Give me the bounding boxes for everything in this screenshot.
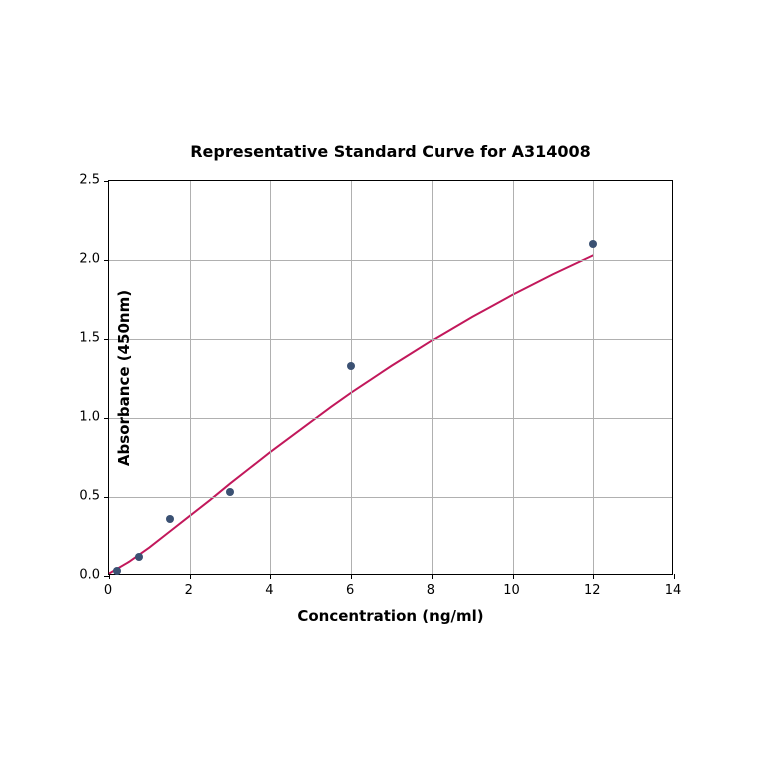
y-tick-mark [104,576,109,577]
y-tick-mark [104,339,109,340]
y-tick-label: 2.0 [79,252,100,267]
y-axis-label: Absorbance (450nm) [115,289,133,465]
x-tick-label: 12 [584,583,601,598]
x-axis-label: Concentration (ng/ml) [297,607,483,625]
data-point [589,240,597,248]
x-tick-label: 2 [185,583,193,598]
grid-line-vertical [432,181,433,574]
y-tick-mark [104,181,109,182]
x-tick-label: 6 [346,583,354,598]
data-point [347,362,355,370]
x-tick-label: 8 [427,583,435,598]
chart-title: Representative Standard Curve for A31400… [190,142,591,161]
x-tick-mark [351,574,352,579]
grid-line-vertical [190,181,191,574]
y-tick-mark [104,418,109,419]
plot-area [108,180,673,575]
fitted-curve [109,181,674,576]
x-tick-label: 14 [665,583,682,598]
grid-line-horizontal [109,339,672,340]
grid-line-vertical [351,181,352,574]
grid-line-horizontal [109,260,672,261]
x-tick-mark [190,574,191,579]
grid-line-horizontal [109,497,672,498]
grid-line-vertical [513,181,514,574]
data-point [113,567,121,575]
y-tick-label: 0.5 [79,489,100,504]
x-tick-label: 0 [104,583,112,598]
x-tick-label: 4 [265,583,273,598]
data-point [135,553,143,561]
x-tick-mark [109,574,110,579]
y-tick-label: 1.5 [79,331,100,346]
y-tick-mark [104,260,109,261]
y-tick-label: 1.0 [79,410,100,425]
y-tick-mark [104,497,109,498]
x-tick-mark [270,574,271,579]
x-tick-mark [593,574,594,579]
grid-line-horizontal [109,418,672,419]
x-tick-label: 10 [503,583,520,598]
x-tick-mark [513,574,514,579]
data-point [226,488,234,496]
grid-line-vertical [270,181,271,574]
y-tick-label: 0.0 [79,568,100,583]
y-tick-label: 2.5 [79,173,100,188]
x-tick-mark [432,574,433,579]
data-point [166,515,174,523]
x-tick-mark [674,574,675,579]
chart-container: Representative Standard Curve for A31400… [0,0,764,764]
